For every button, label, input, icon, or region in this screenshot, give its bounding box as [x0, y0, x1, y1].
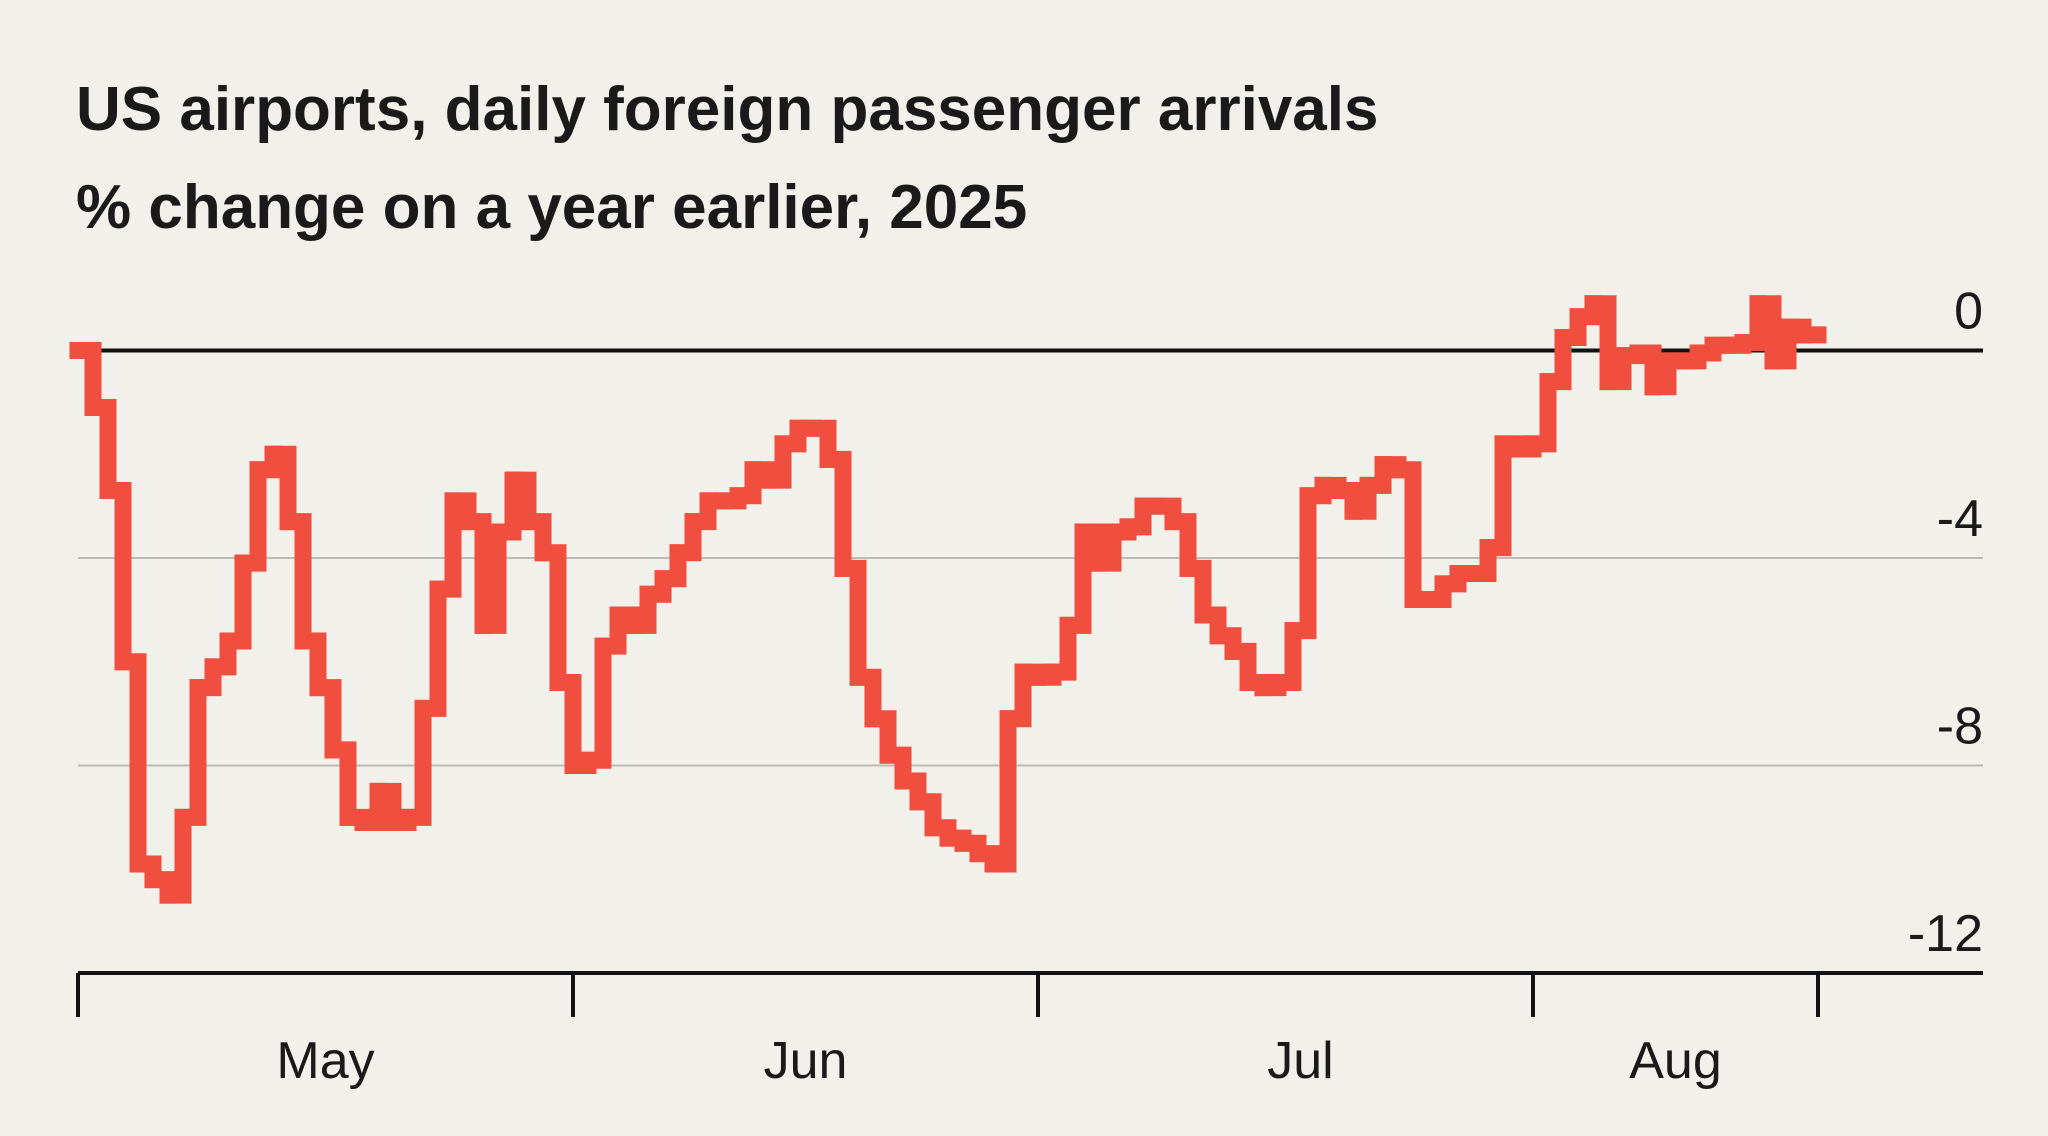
step-segment: [294, 632, 327, 697]
chart-title: US airports, daily foreign passenger arr…: [76, 75, 1378, 144]
step-segment: [1764, 318, 1797, 370]
step-segment: [1644, 352, 1677, 396]
step-segment: [759, 435, 792, 489]
step-segment: [669, 513, 702, 562]
step-segment: [834, 559, 867, 686]
step-segment: [594, 606, 627, 655]
y-tick-label: 0: [1954, 282, 1983, 340]
step-segment: [549, 673, 582, 774]
step-segment: [519, 513, 552, 562]
y-tick-label: -4: [1937, 490, 1983, 548]
step-segment: [84, 399, 117, 500]
step-segment: [1524, 373, 1557, 453]
step-segment: [1344, 476, 1377, 520]
step-segment: [849, 668, 882, 728]
step-segment: [99, 482, 132, 671]
step-segment: [399, 699, 432, 826]
step-segment: [654, 544, 687, 588]
step-segment: [309, 679, 342, 759]
step-segment: [534, 544, 567, 691]
step-segment: [69, 341, 102, 417]
step-segment: [804, 419, 837, 468]
x-tick-label: May: [276, 1032, 374, 1090]
step-segment: [999, 663, 1032, 728]
step-segment: [1074, 523, 1107, 572]
step-segment: [579, 637, 612, 769]
step-segment: [909, 793, 942, 837]
step-segment: [1599, 347, 1632, 391]
step-segment: [1059, 523, 1092, 634]
step-segment: [114, 653, 147, 873]
step-segment: [1389, 461, 1422, 608]
step-segment: [1179, 559, 1212, 624]
step-segment: [174, 679, 207, 826]
step-segment: [474, 523, 507, 634]
step-segment: [984, 710, 1017, 873]
step-segment: [1629, 344, 1662, 396]
step-segment: [1539, 328, 1572, 391]
step-segment: [1284, 487, 1317, 640]
step-segment: [1749, 295, 1782, 370]
step-segment: [279, 513, 312, 650]
step-segment: [369, 782, 402, 832]
step-segment: [1464, 539, 1497, 583]
y-tick-label: -12: [1908, 905, 1983, 963]
step-segment: [1044, 616, 1077, 681]
step-segment: [204, 632, 237, 676]
step-segment: [1584, 295, 1617, 391]
step-segment: [354, 782, 387, 832]
step-segment: [819, 450, 852, 577]
x-tick-label: Aug: [1629, 1032, 1722, 1090]
step-segment: [1089, 523, 1122, 572]
step-segment: [504, 471, 537, 531]
step-segment: [1224, 642, 1257, 691]
y-tick-label: -8: [1937, 697, 1983, 755]
step-segment: [1164, 513, 1197, 577]
chart-subtitle: % change on a year earlier, 2025: [76, 173, 1027, 242]
step-segment: [414, 580, 447, 717]
x-tick-label: Jun: [764, 1032, 848, 1090]
x-tick-label: Jul: [1267, 1032, 1333, 1090]
step-segment: [864, 710, 897, 764]
step-segment: [324, 741, 357, 826]
step-segment: [1479, 435, 1512, 557]
step-segment: [489, 471, 522, 541]
step-segment: [219, 554, 252, 650]
step-segment: [624, 585, 657, 634]
step-segment: [234, 461, 267, 572]
step-segment: [159, 808, 192, 904]
step-segment: [429, 492, 462, 598]
step-segment: [1734, 295, 1767, 352]
step-segment: [459, 513, 492, 634]
step-segment: [264, 445, 297, 531]
step-segment: [729, 461, 762, 505]
step-segment: [1269, 622, 1302, 691]
step-segment: [879, 746, 912, 790]
